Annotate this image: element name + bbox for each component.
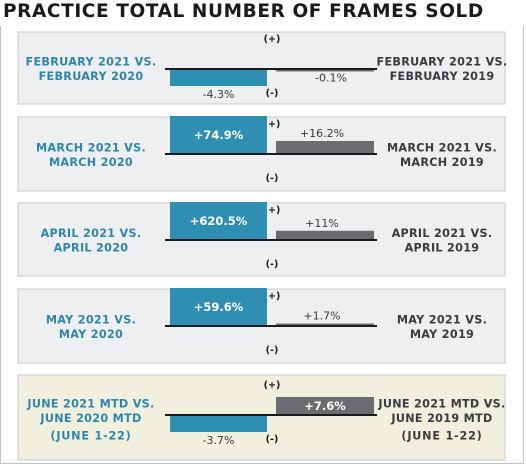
bar-label-vs-2019: +16.2% [300,127,344,140]
bar-vs-2019 [276,69,374,72]
bar-vs-2020 [170,69,267,86]
positive-marker: (+) [264,205,281,216]
bar-label-vs-2020: +620.5% [190,214,248,228]
bar-label-vs-2020: -4.3% [203,88,235,101]
negative-marker: (-) [266,259,279,270]
negative-marker: (-) [266,434,279,445]
bar-label-vs-2019: +11% [305,217,339,230]
bar-vs-2019 [276,141,374,154]
panel-left-label: FEBRUARY 2021 VS. [26,55,157,68]
panel-right-label: APRIL 2021 VS. [392,227,493,240]
panel-left-label: FEBRUARY 2020 [39,70,144,83]
panel-left-label: JUNE 2020 MTD [39,412,141,425]
negative-marker: (-) [266,345,279,356]
bar-label-vs-2020: -3.7% [203,434,235,447]
panel-right-label: MAY 2019 [410,328,474,341]
panel-right-label: MAY 2021 VS. [397,313,487,326]
panel-left-label: APRIL 2020 [54,241,129,254]
bar-vs-2020 [170,288,267,326]
panel-right-label: APRIL 2019 [405,241,480,254]
negative-marker: (-) [266,88,279,99]
bar-label-vs-2019: +1.7% [303,310,340,323]
bar-vs-2019 [276,397,374,415]
positive-marker: (+) [264,291,281,302]
bar-label-vs-2020: +59.6% [194,300,244,314]
panel-right-label: JUNE 2021 MTD VS. [377,398,505,411]
bar-vs-2020 [170,116,267,154]
panel-left-label: APRIL 2021 VS. [41,227,142,240]
panel-right-label: MARCH 2021 VS. [387,141,497,154]
panel-right-label: FEBRUARY 2019 [390,70,495,83]
bar-label-vs-2019: +7.6% [304,399,346,413]
bar-label-vs-2020: +74.9% [194,128,244,142]
chart-frame [0,26,524,464]
bar-vs-2020 [170,415,267,432]
panel-left-label: MAY 2020 [59,328,123,341]
panel-right-label: (JUNE 1-22) [401,430,482,443]
panel-left-label: MARCH 2020 [49,156,133,169]
panel-left-label: MAY 2021 VS. [46,313,136,326]
panel-left-label: JUNE 2021 MTD VS. [26,398,154,411]
page-title: PRACTICE TOTAL NUMBER OF FRAMES SOLD [3,1,484,22]
positive-marker: (+) [264,34,281,45]
panel-left-label: (JUNE 1-22) [50,430,131,443]
panel-right-label: FEBRUARY 2021 VS. [377,55,508,68]
panel-left-label: MARCH 2021 VS. [36,141,146,154]
bar-vs-2019 [276,230,374,240]
bar-label-vs-2019: -0.1% [315,72,347,85]
negative-marker: (-) [266,173,279,184]
positive-marker: (+) [264,119,281,130]
bar-vs-2020 [170,202,267,240]
panel-right-label: MARCH 2019 [400,156,484,169]
bar-vs-2019 [276,323,374,326]
positive-marker: (+) [264,380,281,391]
panel-right-label: JUNE 2019 MTD [390,412,492,425]
